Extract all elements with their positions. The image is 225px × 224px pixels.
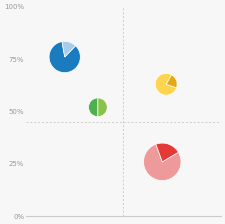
Wedge shape	[88, 98, 98, 117]
Wedge shape	[62, 41, 76, 57]
Wedge shape	[156, 143, 178, 162]
Wedge shape	[166, 75, 177, 88]
Wedge shape	[144, 144, 181, 181]
Wedge shape	[98, 98, 107, 117]
Wedge shape	[49, 42, 80, 73]
Wedge shape	[155, 73, 176, 95]
